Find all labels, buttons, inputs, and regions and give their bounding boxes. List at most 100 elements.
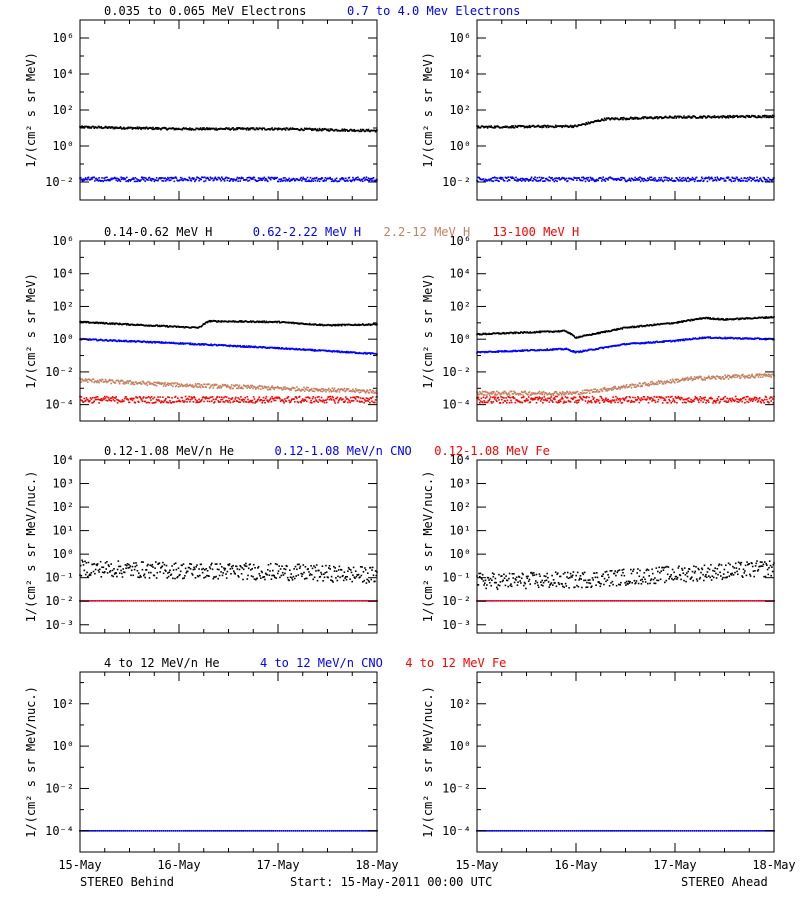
data-point [513, 331, 516, 334]
data-point [547, 178, 549, 181]
data-point [512, 393, 514, 395]
data-point [193, 177, 195, 180]
data-point [220, 387, 222, 389]
data-point [476, 180, 479, 183]
data-point [621, 328, 624, 330]
data-point [361, 401, 363, 403]
data-point [676, 321, 679, 323]
data-point [90, 177, 93, 179]
data-point [201, 384, 203, 387]
data-point [211, 177, 214, 180]
data-point [758, 116, 760, 118]
data-point [169, 176, 171, 179]
data-point [247, 129, 250, 131]
data-point [553, 397, 556, 399]
data-point [303, 348, 306, 351]
data-point [704, 177, 706, 180]
data-point [486, 391, 489, 394]
data-point [524, 180, 526, 182]
data-point [247, 384, 249, 387]
data-point [637, 179, 639, 181]
data-point [654, 117, 657, 119]
data-point [290, 389, 292, 391]
data-point [325, 399, 327, 402]
data-point [587, 176, 590, 179]
data-point [371, 400, 373, 402]
data-point [185, 398, 188, 400]
data-point [281, 399, 284, 401]
data-point [652, 324, 655, 327]
data-point [647, 341, 650, 343]
data-point [524, 400, 526, 403]
data-point [273, 128, 275, 131]
data-point [235, 387, 238, 390]
data-point [199, 127, 202, 129]
data-point [85, 321, 88, 324]
data-point [696, 318, 699, 321]
data-point [554, 124, 557, 127]
data-point [766, 179, 768, 181]
data-point [95, 396, 98, 398]
data-point [370, 177, 373, 180]
data-point [183, 401, 185, 403]
data-point [105, 179, 107, 182]
data-point [204, 396, 206, 399]
data-point [342, 398, 344, 400]
data-point [530, 394, 532, 396]
data-point [253, 398, 256, 400]
y-axis-label: 1/(cm² s sr MeV) [24, 273, 38, 389]
data-point [653, 179, 655, 182]
data-point [119, 380, 122, 383]
data-point [489, 394, 491, 396]
data-point [685, 179, 687, 181]
series-0-14-0-62-mev-h [79, 319, 378, 329]
data-point [664, 115, 667, 118]
data-point [601, 178, 604, 181]
data-point [303, 390, 306, 392]
data-point [341, 128, 344, 131]
data-point [725, 180, 727, 182]
data-point [93, 400, 95, 402]
data-point [114, 382, 117, 384]
data-point [264, 179, 266, 182]
data-point [675, 117, 677, 119]
data-point [149, 179, 151, 181]
data-point [630, 180, 632, 182]
data-point [764, 115, 767, 117]
data-point [245, 128, 247, 130]
data-point [535, 396, 537, 399]
data-point [559, 347, 562, 350]
data-point [313, 350, 316, 352]
data-point [201, 127, 204, 129]
data-point [525, 399, 527, 402]
data-point [267, 176, 270, 179]
data-point [606, 400, 609, 402]
data-point [325, 401, 328, 404]
data-point [181, 177, 183, 180]
data-point [619, 388, 621, 390]
data-point [173, 180, 176, 183]
data-point [536, 125, 539, 128]
data-point [327, 128, 329, 131]
data-point [586, 177, 588, 179]
data-point [492, 401, 495, 403]
data-point [566, 396, 569, 399]
data-point [87, 321, 90, 323]
data-point [503, 180, 506, 182]
data-point [363, 389, 365, 392]
data-point [353, 128, 356, 131]
data-point [291, 387, 293, 390]
data-point [294, 348, 297, 351]
data-point [699, 317, 702, 319]
data-point [83, 127, 86, 129]
data-point [482, 125, 485, 128]
series-2-2-12-mev-h [79, 377, 378, 395]
data-point [496, 400, 498, 403]
data-point [704, 317, 706, 320]
data-point [252, 396, 255, 398]
data-point [288, 399, 290, 402]
y-tick-label: 10⁻² [45, 365, 74, 379]
data-point [727, 115, 729, 117]
data-point [371, 179, 373, 182]
data-point [187, 398, 190, 401]
